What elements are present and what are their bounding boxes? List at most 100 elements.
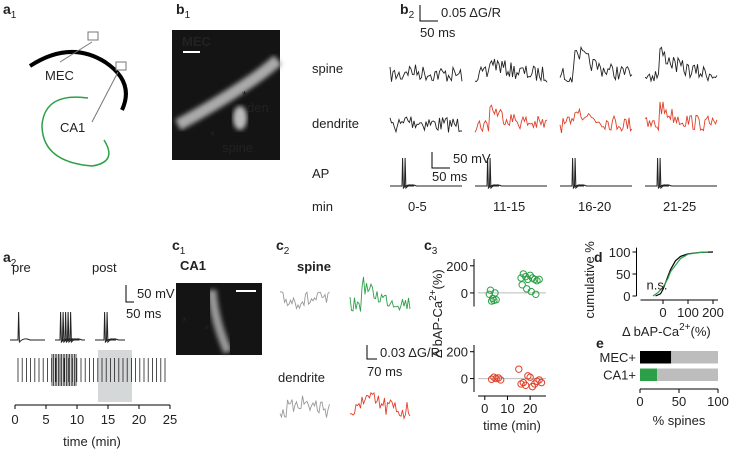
panel-letter: e — [596, 335, 604, 351]
ap-trace — [95, 311, 125, 344]
ylabel: Δ bAP-Ca2+(%) — [428, 269, 445, 358]
ylabel-main: Δ bAP-Ca — [430, 300, 445, 358]
panel-sub: 2 — [284, 246, 290, 257]
category-label: CA1+ — [603, 368, 636, 383]
label: 50 ms — [432, 169, 468, 184]
panel-sub: 3 — [432, 246, 438, 257]
scale-bar — [431, 152, 450, 169]
ap-trace — [645, 157, 717, 190]
ylabel-sup: 2+ — [428, 289, 439, 301]
spine-image — [233, 106, 247, 130]
y-tick-label: 0 — [461, 286, 468, 301]
trace — [349, 276, 411, 312]
x-tick-label: 0 — [11, 412, 18, 427]
x-tick-label: 10 — [500, 401, 514, 416]
ap-trace — [390, 157, 462, 190]
trace — [559, 45, 633, 83]
panel-label: a1 — [3, 1, 17, 21]
point — [496, 376, 505, 384]
ap-trace — [55, 311, 85, 344]
ap-trace — [560, 157, 632, 190]
x-tick-label: 50 — [672, 394, 686, 409]
label: n.s. — [647, 278, 668, 293]
y-tick-label: 0 — [623, 289, 630, 304]
x-tick-label: 10 — [70, 412, 84, 427]
panel-letter: d — [594, 249, 603, 265]
bar-segment — [640, 368, 658, 381]
panel-letter: c — [276, 237, 284, 253]
point — [515, 365, 523, 373]
bar-segment — [657, 368, 718, 381]
trace — [474, 58, 548, 83]
ylabel-unit: (%) — [430, 269, 445, 289]
label: 0.05 ΔG/R — [441, 5, 501, 20]
label: 50 ms — [420, 25, 456, 40]
x-tick-label: 0 — [481, 401, 488, 416]
label: 11-15 — [493, 199, 525, 214]
panel-letter: c — [424, 237, 432, 253]
trace — [349, 391, 411, 420]
point — [535, 275, 543, 284]
label: MEC — [182, 34, 212, 49]
panel-label: a2 — [3, 249, 17, 269]
panel-letter: b — [400, 1, 409, 17]
panel-sub: 1 — [180, 246, 186, 257]
label: dendrite — [312, 116, 359, 131]
label: 50 mV — [137, 286, 175, 301]
trace — [644, 46, 718, 83]
x-tick-label: 100 — [677, 305, 699, 320]
point — [492, 296, 500, 304]
label: 0.03 ΔG/R — [380, 345, 440, 360]
xlabel-unit: (%) — [691, 324, 711, 339]
label: * — [182, 314, 187, 329]
label: den — [247, 100, 269, 115]
label: * — [204, 322, 209, 337]
point — [494, 374, 503, 382]
label: 0-5 — [408, 199, 427, 214]
point — [518, 281, 526, 289]
panel-label: d — [594, 249, 603, 265]
trace — [559, 107, 633, 133]
panel-label: c1 — [172, 237, 186, 257]
trace — [279, 291, 330, 310]
panel-sub: 2 — [409, 10, 415, 21]
x-tick-label: 20 — [523, 401, 537, 416]
trace — [279, 395, 330, 419]
y-tick-label: 200 — [446, 259, 468, 274]
trace — [389, 116, 463, 134]
label: 50 ms — [126, 306, 162, 321]
trace — [644, 101, 718, 132]
label: time (min) — [63, 434, 121, 449]
label: pre — [12, 260, 31, 275]
y-tick-label: 100 — [609, 245, 631, 260]
label: 50 mV — [453, 151, 491, 166]
panel-letter: c — [172, 237, 180, 253]
label: post — [92, 260, 117, 275]
label: 16-20 — [578, 199, 611, 214]
point — [532, 290, 540, 298]
category-label: MEC+ — [600, 350, 636, 365]
x-tick-label: 20 — [132, 412, 146, 427]
label: spine — [297, 259, 331, 274]
scale-bar — [125, 285, 134, 303]
x-tick-label: 5 — [42, 412, 49, 427]
panel-letter: a — [3, 1, 11, 17]
panel-label: b1 — [176, 1, 191, 21]
label: 21-25 — [663, 199, 696, 214]
label: CA1 — [180, 258, 206, 273]
panel-sub: 1 — [185, 10, 191, 21]
point — [517, 274, 525, 282]
scale-bar — [366, 345, 377, 360]
electrodes — [59, 31, 127, 123]
panel-letter: a — [3, 249, 11, 265]
x-tick-label: 15 — [101, 412, 115, 427]
label: CA1 — [60, 120, 85, 135]
point — [489, 294, 497, 303]
dendrite-image — [175, 55, 282, 131]
point — [537, 378, 546, 387]
label: spine — [222, 140, 253, 155]
label: * — [242, 88, 247, 103]
panel-letter: b — [176, 1, 185, 17]
xlabel: Δ bAP-Ca2+(%) — [622, 322, 711, 339]
